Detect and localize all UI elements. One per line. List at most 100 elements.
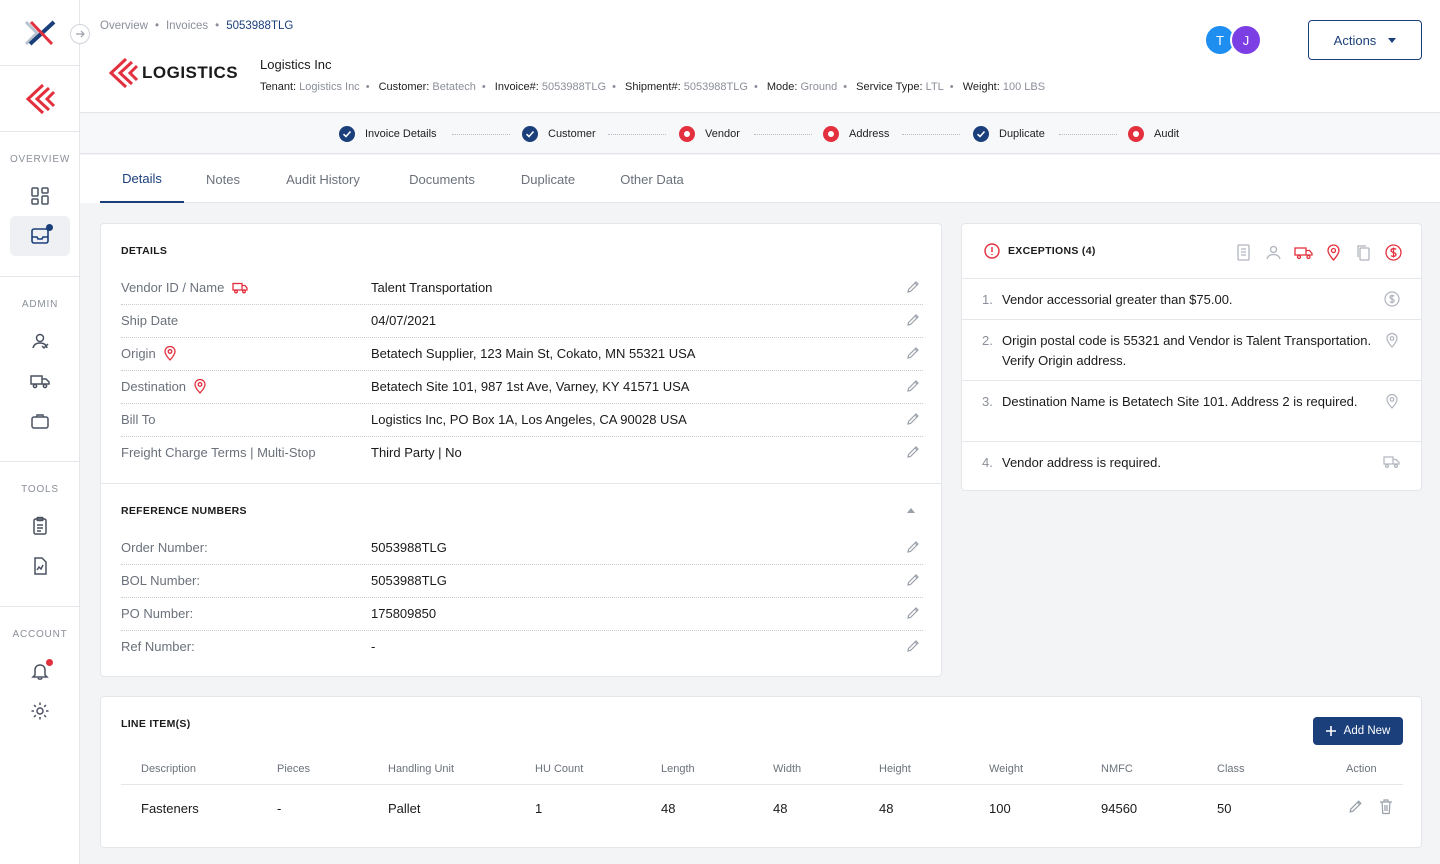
location-filter-icon[interactable] [1324, 243, 1343, 262]
line-items-card: LINE ITEM(S) Add New Description Pieces … [100, 696, 1422, 848]
reference-row-bol: BOL Number: 5053988TLG [121, 565, 923, 598]
breadcrumb-overview[interactable]: Overview [100, 20, 148, 32]
step-invoice-details[interactable]: Invoice Details [339, 126, 437, 142]
truck-filter-icon[interactable] [1294, 243, 1313, 262]
sidebar: OVERVIEW ADMIN TOOLS [0, 0, 90, 864]
collapse-section-icon[interactable] [907, 508, 915, 513]
step-duplicate[interactable]: Duplicate [973, 126, 1045, 142]
tab-audit-history[interactable]: Audit History [286, 171, 360, 187]
duplicate-filter-icon[interactable] [1354, 243, 1373, 262]
tab-documents[interactable]: Documents [409, 171, 475, 187]
exception-filters [1234, 243, 1403, 262]
step-audit[interactable]: Audit [1128, 126, 1179, 142]
caret-down-icon [1388, 37, 1397, 43]
line-items-title: LINE ITEM(S) [121, 718, 191, 730]
sidebar-item-clipboard[interactable] [10, 506, 70, 546]
avatar-j[interactable]: J [1230, 24, 1262, 56]
detail-row-destination: Destination Betatech Site 101, 987 1st A… [121, 371, 923, 404]
breadcrumb: Overview • Invoices • 5053988TLG [100, 20, 294, 32]
edit-pencil-icon[interactable] [905, 605, 921, 621]
sidebar-collapse-button[interactable] [70, 24, 90, 44]
notification-badge [46, 659, 53, 666]
sidebar-item-jobs[interactable] [10, 401, 70, 441]
col-pieces: Pieces [277, 763, 311, 775]
add-new-line-item-button[interactable]: Add New [1313, 717, 1403, 745]
bell-icon [31, 664, 49, 680]
truck-icon [232, 282, 248, 293]
step-customer[interactable]: Customer [522, 126, 596, 142]
tab-duplicate[interactable]: Duplicate [520, 171, 576, 187]
dollar-filter-icon[interactable] [1384, 243, 1403, 262]
edit-pencil-icon[interactable] [905, 444, 921, 460]
sidebar-item-reports[interactable] [10, 546, 70, 586]
col-hu-count: HU Count [535, 763, 584, 775]
dollar-icon [1384, 291, 1400, 307]
sidebar-item-carriers[interactable] [10, 361, 70, 401]
company-logo: LOGISTICS [106, 56, 238, 90]
check-circle-icon [973, 126, 989, 142]
edit-pencil-icon[interactable] [905, 345, 921, 361]
sidebar-item-inbox[interactable] [10, 216, 70, 256]
detail-row-bill-to: Bill To Logistics Inc, PO Box 1A, Los An… [121, 404, 923, 437]
location-pin-icon [1386, 393, 1398, 409]
error-circle-icon [1128, 126, 1144, 142]
inbox-badge [46, 224, 53, 231]
dashboard-icon [31, 187, 49, 205]
company-logo-text: LOGISTICS [142, 63, 239, 82]
actions-dropdown-button[interactable]: Actions [1308, 20, 1422, 60]
location-pin-icon [194, 379, 206, 394]
sidebar-section-admin: ADMIN [21, 299, 59, 310]
check-circle-icon [339, 126, 355, 142]
col-action: Action [1346, 763, 1377, 775]
details-title: DETAILS [121, 245, 168, 257]
col-width: Width [773, 763, 802, 775]
truck-icon [30, 375, 50, 389]
edit-pencil-icon[interactable] [905, 378, 921, 394]
edit-pencil-icon[interactable] [905, 279, 921, 295]
app-logo[interactable] [0, 0, 80, 66]
reference-numbers-title: REFERENCE NUMBERS [121, 505, 247, 517]
edit-pencil-icon[interactable] [905, 638, 921, 654]
document-filter-icon[interactable] [1234, 243, 1253, 262]
tab-other-data[interactable]: Other Data [620, 171, 684, 187]
sidebar-section-overview: OVERVIEW [9, 154, 71, 165]
edit-pencil-icon[interactable] [1347, 798, 1364, 815]
detail-row-vendor: Vendor ID / Name Talent Transportation [121, 272, 923, 305]
edit-pencil-icon[interactable] [905, 411, 921, 427]
sidebar-section-tools: TOOLS [21, 484, 59, 495]
step-vendor[interactable]: Vendor [679, 126, 740, 142]
sidebar-item-settings[interactable] [10, 691, 70, 731]
user-filter-icon[interactable] [1264, 243, 1283, 262]
edit-pencil-icon[interactable] [905, 572, 921, 588]
error-circle-icon [679, 126, 695, 142]
exception-item[interactable]: 4. Vendor address is required. [962, 441, 1422, 490]
exceptions-card: EXCEPTIONS (4) 1. Vendor accessorial gre… [961, 223, 1422, 491]
sidebar-item-notifications[interactable] [10, 651, 70, 691]
detail-row-origin: Origin Betatech Supplier, 123 Main St, C… [121, 338, 923, 371]
exception-item[interactable]: 2. Origin postal code is 55321 and Vendo… [962, 319, 1422, 380]
exception-item[interactable]: 1. Vendor accessorial greater than $75.0… [962, 278, 1422, 319]
detail-row-freight-terms: Freight Charge Terms | Multi-Stop Third … [121, 437, 923, 470]
workflow-stepper: Invoice Details Customer Vendor Address … [80, 114, 1440, 154]
sidebar-section-account: ACCOUNT [12, 629, 68, 640]
edit-pencil-icon[interactable] [905, 312, 921, 328]
details-card: DETAILS Vendor ID / Name Talent Transpor… [100, 223, 942, 677]
sidebar-item-user-admin[interactable] [10, 321, 70, 361]
briefcase-icon [31, 414, 49, 429]
trash-icon[interactable] [1378, 798, 1394, 815]
actions-label: Actions [1333, 32, 1377, 48]
breadcrumb-invoices[interactable]: Invoices [165, 20, 209, 32]
col-description: Description [141, 763, 197, 775]
tab-details[interactable]: Details [100, 155, 184, 203]
exception-item[interactable]: 3. Destination Name is Betatech Site 101… [962, 380, 1422, 441]
reference-row-ref: Ref Number: - [121, 631, 923, 664]
tab-notes[interactable]: Notes [206, 171, 240, 187]
col-handling-unit: Handling Unit [388, 763, 455, 775]
error-circle-icon [823, 126, 839, 142]
step-address[interactable]: Address [823, 126, 889, 142]
plus-icon [1325, 726, 1336, 736]
tenant-logo[interactable] [0, 66, 80, 132]
detail-tabs: Details Notes Audit History Documents Du… [80, 155, 1440, 203]
sidebar-item-dashboard[interactable] [10, 176, 70, 216]
edit-pencil-icon[interactable] [905, 539, 921, 555]
